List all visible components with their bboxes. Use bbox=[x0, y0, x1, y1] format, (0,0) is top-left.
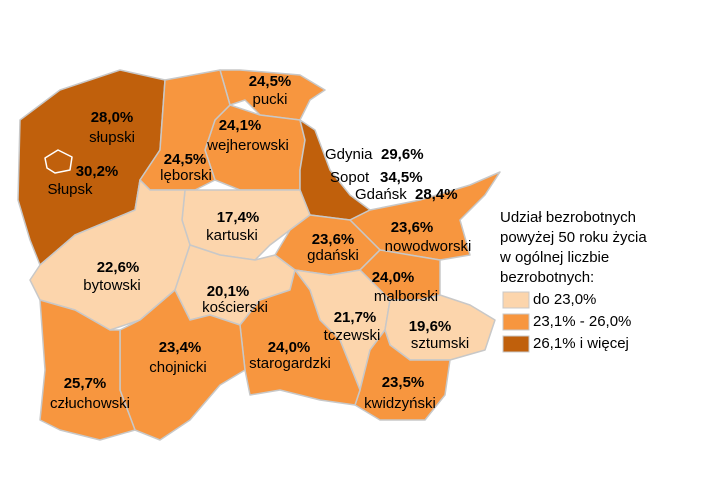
legend-label: do 23,0% bbox=[533, 291, 596, 308]
region-value: 20,1% bbox=[207, 283, 250, 300]
legend-title: powyżej 50 roku życia bbox=[500, 229, 647, 246]
legend-label: 26,1% i więcej bbox=[533, 335, 629, 352]
region bbox=[239, 269, 361, 406]
region-name: starogardzki bbox=[249, 355, 331, 372]
city-value: 28,4% bbox=[415, 186, 458, 203]
city-name: Gdańsk bbox=[355, 186, 407, 203]
region-value: 24,5% bbox=[164, 151, 207, 168]
region-name: słupski bbox=[89, 129, 135, 146]
region bbox=[44, 149, 73, 174]
legend-title: Udział bezrobotnych bbox=[500, 209, 636, 226]
region-value: 23,6% bbox=[312, 231, 355, 248]
region-value: 21,7% bbox=[334, 309, 377, 326]
region-value: 22,6% bbox=[97, 259, 140, 276]
region-value: 24,0% bbox=[372, 269, 415, 286]
region bbox=[219, 69, 326, 121]
region-name: kościerski bbox=[202, 299, 268, 316]
region-name: człuchowski bbox=[50, 395, 130, 412]
region-value: 23,5% bbox=[382, 374, 425, 391]
city-name: Sopot bbox=[330, 169, 370, 186]
region-name: Słupsk bbox=[47, 181, 93, 198]
region-value: 19,6% bbox=[409, 318, 452, 335]
region-value: 24,0% bbox=[268, 339, 311, 356]
region-value: 24,5% bbox=[249, 73, 292, 90]
region-name: nowodworski bbox=[385, 238, 472, 255]
legend-label: 23,1% - 26,0% bbox=[533, 313, 631, 330]
region-value: 23,4% bbox=[159, 339, 202, 356]
city-value: 34,5% bbox=[380, 169, 423, 186]
region-value: 30,2% bbox=[76, 163, 119, 180]
region-name: tczewski bbox=[324, 327, 381, 344]
region-name: kwidzyński bbox=[364, 395, 436, 412]
city-name: Gdynia bbox=[325, 146, 373, 163]
city-value: 29,6% bbox=[381, 146, 424, 163]
region-name: pucki bbox=[252, 91, 287, 108]
region-value: 28,0% bbox=[91, 109, 134, 126]
region-name: gdański bbox=[307, 247, 359, 264]
region-name: kartuski bbox=[206, 227, 258, 244]
legend-swatch bbox=[502, 313, 530, 331]
region-value: 24,1% bbox=[219, 117, 262, 134]
legend-swatch bbox=[502, 291, 530, 309]
region-name: lęborski bbox=[160, 167, 212, 184]
legend-title: w ogólnej liczbie bbox=[499, 249, 609, 266]
legend-swatch bbox=[502, 335, 530, 353]
region-name: malborski bbox=[374, 288, 438, 305]
region-value: 17,4% bbox=[217, 209, 260, 226]
region-name: wejherowski bbox=[206, 137, 289, 154]
region bbox=[39, 299, 136, 441]
region-value: 23,6% bbox=[391, 219, 434, 236]
region-name: chojnicki bbox=[149, 359, 207, 376]
region-name: bytowski bbox=[83, 277, 141, 294]
region bbox=[139, 69, 231, 191]
region-name: sztumski bbox=[411, 335, 469, 352]
legend-title: bezrobotnych: bbox=[500, 269, 594, 286]
region-value: 25,7% bbox=[64, 375, 107, 392]
